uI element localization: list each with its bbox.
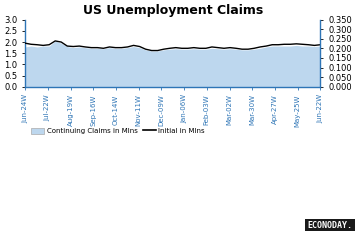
- Title: US Unemployment Claims: US Unemployment Claims: [83, 4, 263, 17]
- Text: ECONODAY.: ECONODAY.: [308, 221, 352, 230]
- Legend: Continuing Claims in Mlns, Initial in Mlns: Continuing Claims in Mlns, Initial in Ml…: [28, 125, 208, 137]
